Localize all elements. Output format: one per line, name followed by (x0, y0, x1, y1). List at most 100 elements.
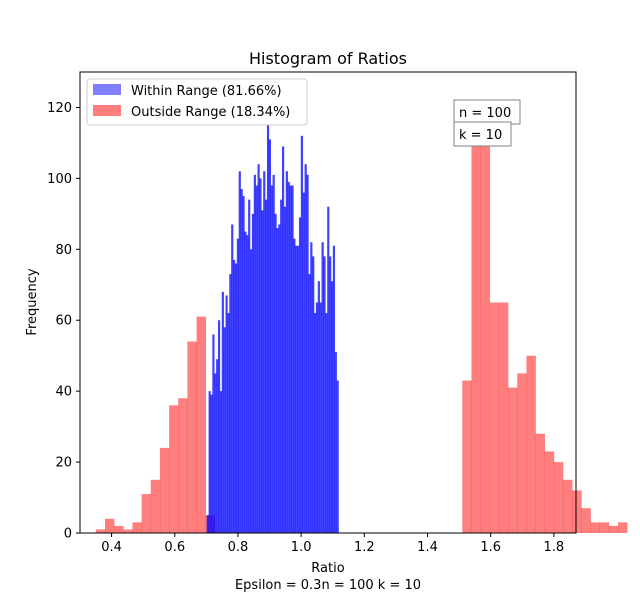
within-range-bar-18 (240, 189, 243, 533)
outside-range-bar-54 (590, 522, 600, 533)
outside-range-bar-52 (572, 490, 582, 533)
within-range-bar-50 (300, 135, 304, 533)
outside-range-bars (95, 118, 628, 533)
legend-box (86, 78, 308, 126)
within-range-bar-38 (278, 224, 281, 534)
x-tick-label: 0.4 (101, 540, 122, 555)
y-tick-label: 40 (55, 385, 72, 400)
within-range-bar-69 (336, 380, 339, 533)
outside-range-bar-56 (608, 525, 619, 533)
legend: Within Range (81.66%) Outside Range (18.… (86, 78, 308, 126)
y-tick-label: 60 (55, 314, 72, 329)
within-range-bar-40 (282, 146, 285, 533)
within-range-bar-30 (263, 171, 266, 534)
outside-range-bar-46 (517, 373, 527, 533)
within-range-bar-36 (274, 213, 277, 533)
x-tick-label: 1.8 (544, 540, 565, 555)
within-range-bar-58 (315, 302, 319, 533)
within-range-bar-19 (242, 196, 245, 533)
annotation-n: n = 100 (453, 99, 521, 125)
within-range-bar-43 (287, 181, 290, 533)
outside-range-bar-55 (599, 522, 610, 533)
within-range-bar-2 (210, 394, 213, 533)
annotation-k-box (453, 121, 512, 147)
within-range-bar-61 (321, 242, 324, 533)
within-range-bar-17 (238, 171, 241, 534)
outside-range-bar-49 (544, 451, 555, 533)
outside-range-bar-11 (196, 316, 207, 533)
x-tick-label: 1.4 (417, 540, 438, 555)
x-tick-label: 1.2 (354, 540, 375, 555)
within-range-bar-55 (310, 242, 313, 533)
within-range-bar-66 (330, 281, 334, 533)
legend-swatch-outside (93, 105, 121, 116)
within-range-bar-24 (251, 213, 255, 533)
outside-range-bar-57 (618, 522, 628, 533)
within-range-bar-67 (332, 245, 336, 533)
within-range-bar-28 (259, 178, 262, 533)
outside-range-bar-42 (480, 135, 491, 533)
within-range-bar-62 (323, 256, 326, 533)
outside-range-bar-10 (187, 341, 197, 533)
within-range-bar-39 (280, 199, 283, 533)
within-range-bar-12 (229, 274, 232, 533)
annotation-n-text: n = 100 (459, 106, 511, 121)
within-range-bar-60 (319, 302, 322, 533)
outside-range-bar-43 (489, 302, 500, 533)
outside-range-bar-51 (563, 479, 573, 533)
outside-range-bar-53 (581, 508, 591, 533)
annotation-k-text: k = 10 (459, 128, 502, 143)
within-range-bar-8 (221, 291, 224, 533)
annotation-k: k = 10 (453, 121, 512, 147)
chart-caption: Epsilon = 0.3n = 100 k = 10 (235, 578, 421, 593)
within-range-bar-56 (312, 256, 315, 533)
within-range-bar-49 (298, 217, 302, 533)
within-range-bar-1 (208, 391, 211, 533)
outside-range-bar-7 (159, 447, 170, 533)
within-range-bar-65 (329, 256, 332, 533)
within-range-bar-31 (265, 199, 268, 533)
within-range-bar-59 (317, 281, 320, 533)
within-range-bar-53 (306, 174, 309, 533)
outside-range-bar-1 (104, 518, 115, 533)
outside-range-bar-44 (498, 302, 509, 533)
within-range-bar-5 (216, 359, 219, 533)
within-range-bar-10 (225, 295, 228, 533)
within-range-bar-41 (283, 206, 287, 533)
within-range-bar-4 (214, 373, 217, 533)
outside-range-bar-48 (535, 433, 546, 533)
within-range-bars (206, 125, 339, 534)
within-range-bar-45 (291, 185, 294, 534)
within-range-bar-35 (272, 174, 275, 533)
x-tick-label: 1.6 (480, 540, 501, 555)
outside-range-bar-9 (178, 398, 188, 533)
y-axis-label: Frequency (25, 268, 40, 335)
x-tick-label: 0.6 (164, 540, 185, 555)
annotation-n-box (453, 99, 521, 125)
within-range-bar-29 (261, 210, 264, 534)
within-range-bar-57 (314, 313, 317, 533)
within-range-bar-3 (212, 334, 215, 533)
within-range-bar-6 (217, 320, 221, 533)
within-range-bar-20 (244, 231, 247, 533)
outside-range-bar-40 (462, 380, 472, 533)
x-tick-label: 0.8 (228, 540, 249, 555)
within-range-bar-16 (236, 238, 239, 534)
within-range-bar-48 (297, 245, 300, 533)
within-range-bar-27 (257, 164, 260, 533)
within-range-bar-15 (234, 263, 238, 533)
x-axis-label: Ratio (311, 561, 344, 576)
outside-range-bar-45 (508, 387, 518, 533)
within-range-bar-22 (248, 199, 251, 533)
within-range-bar-52 (304, 164, 307, 533)
within-range-bar-47 (295, 245, 298, 533)
within-range-bar-23 (249, 249, 253, 533)
within-range-bar-42 (285, 171, 288, 534)
within-range-bar-46 (293, 238, 296, 534)
legend-label-outside: Outside Range (18.34%) (131, 105, 290, 120)
within-range-bar-9 (223, 327, 226, 533)
within-range-bar-0 (206, 515, 209, 533)
legend-swatch-within (93, 84, 121, 95)
within-range-bar-51 (302, 192, 305, 533)
outside-range-bar-41 (471, 118, 481, 533)
